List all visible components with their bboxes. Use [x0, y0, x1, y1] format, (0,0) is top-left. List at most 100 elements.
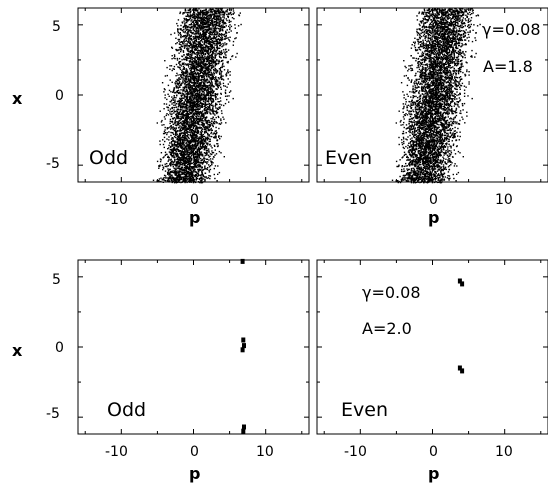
point-tl-242 — [177, 66, 179, 68]
point-tl-2028 — [186, 43, 188, 45]
point-tl-2526 — [184, 157, 187, 159]
point-tl-4826 — [173, 171, 176, 173]
point-tl-1651 — [225, 56, 227, 59]
point-tl-4086 — [212, 78, 214, 80]
point-tl-4880 — [193, 102, 195, 104]
point-tl-2455 — [200, 44, 202, 46]
point-tl-3115 — [183, 131, 186, 133]
point-tl-203 — [199, 16, 201, 18]
point-tl-3824 — [197, 90, 199, 92]
point-tl-1297 — [187, 149, 189, 151]
point-tl-4414 — [189, 145, 191, 148]
point-tl-1168 — [194, 57, 196, 59]
point-tl-4092 — [186, 74, 188, 76]
point-tl-1274 — [185, 137, 188, 139]
point-tl-4768 — [218, 14, 220, 16]
point-tl-4500 — [182, 139, 184, 142]
point-tl-2370 — [200, 132, 202, 134]
point-tl-4898 — [205, 38, 207, 40]
point-tl-3158 — [199, 50, 202, 53]
point-tl-4080 — [185, 93, 187, 95]
point-tl-4442 — [200, 151, 203, 153]
point-tl-1830 — [191, 120, 193, 123]
point-tl-1966 — [190, 37, 192, 40]
point-tl-2498 — [176, 49, 178, 52]
point-tl-3348 — [169, 172, 172, 174]
point-tl-947 — [197, 41, 199, 43]
point-tl-4829 — [205, 13, 207, 15]
point-tl-2781 — [184, 135, 186, 137]
point-tl-4265 — [180, 168, 182, 170]
point-tl-3274 — [240, 23, 242, 26]
point-tl-1509 — [189, 44, 192, 46]
point-tl-226 — [204, 52, 207, 55]
point-tl-2831 — [175, 48, 178, 51]
point-tl-4458 — [186, 29, 189, 31]
point-tl-3687 — [211, 37, 213, 39]
point-tl-2036 — [206, 25, 208, 27]
point-tl-3178 — [214, 44, 216, 46]
point-tl-2923 — [176, 176, 178, 178]
point-tl-3337 — [213, 37, 215, 39]
point-tl-4481 — [206, 15, 208, 18]
point-tl-2706 — [194, 48, 197, 51]
point-tl-3929 — [225, 10, 227, 12]
point-tl-636 — [176, 164, 178, 166]
point-tl-3907 — [180, 127, 182, 129]
point-tl-976 — [208, 76, 210, 78]
point-tl-1555 — [207, 97, 210, 99]
point-tl-2206 — [197, 111, 199, 114]
point-tl-1515 — [178, 52, 180, 54]
point-tl-858 — [181, 104, 183, 106]
point-tl-3619 — [186, 59, 188, 61]
point-tl-2842 — [222, 20, 225, 22]
point-tl-3213 — [208, 42, 210, 45]
point-tl-4741 — [178, 177, 180, 180]
point-tl-1668 — [211, 110, 213, 112]
point-tl-3906 — [191, 130, 193, 132]
point-tl-2868 — [213, 136, 215, 139]
point-tl-1078 — [184, 34, 187, 37]
point-tl-4376 — [190, 168, 192, 170]
point-tl-3289 — [183, 159, 185, 161]
point-tl-3447 — [168, 178, 171, 180]
point-tl-4354 — [190, 90, 192, 92]
point-tl-4539 — [185, 75, 187, 77]
point-tl-590 — [194, 90, 196, 93]
point-tl-4947 — [198, 70, 201, 72]
point-tl-4891 — [174, 168, 176, 171]
point-tl-4536 — [176, 117, 178, 119]
point-tl-1320 — [206, 18, 208, 20]
point-tl-820 — [190, 123, 193, 125]
point-tl-4214 — [195, 116, 197, 118]
point-tl-3805 — [207, 53, 210, 56]
point-tl-4393 — [180, 113, 182, 116]
point-tl-575 — [222, 16, 224, 18]
point-tl-4352 — [219, 41, 221, 43]
point-tl-2430 — [188, 110, 190, 112]
point-tl-156 — [212, 158, 214, 160]
point-tl-403 — [234, 37, 236, 40]
point-tl-1470 — [179, 134, 181, 137]
point-tl-4599 — [201, 163, 204, 165]
point-tl-2800 — [218, 101, 220, 103]
point-tl-2146 — [192, 130, 195, 132]
point-tl-3507 — [207, 87, 210, 89]
point-tl-4641 — [170, 158, 172, 160]
point-tl-4966 — [213, 10, 215, 13]
point-tl-32 — [214, 65, 216, 67]
point-tl-3707 — [201, 62, 203, 64]
point-tl-341 — [214, 42, 216, 45]
point-tl-67 — [194, 171, 196, 173]
point-tl-1213 — [216, 49, 219, 51]
point-tl-1919 — [171, 145, 173, 147]
point-tl-4227 — [198, 161, 200, 163]
point-tl-2772 — [199, 99, 201, 101]
point-tl-3747 — [195, 49, 198, 51]
point-tl-4940 — [182, 113, 184, 116]
point-tl-1219 — [224, 91, 227, 93]
point-tl-3051 — [191, 53, 193, 55]
point-tl-4903 — [170, 162, 172, 164]
point-tl-436 — [215, 28, 217, 30]
point-tl-4450 — [207, 47, 209, 49]
